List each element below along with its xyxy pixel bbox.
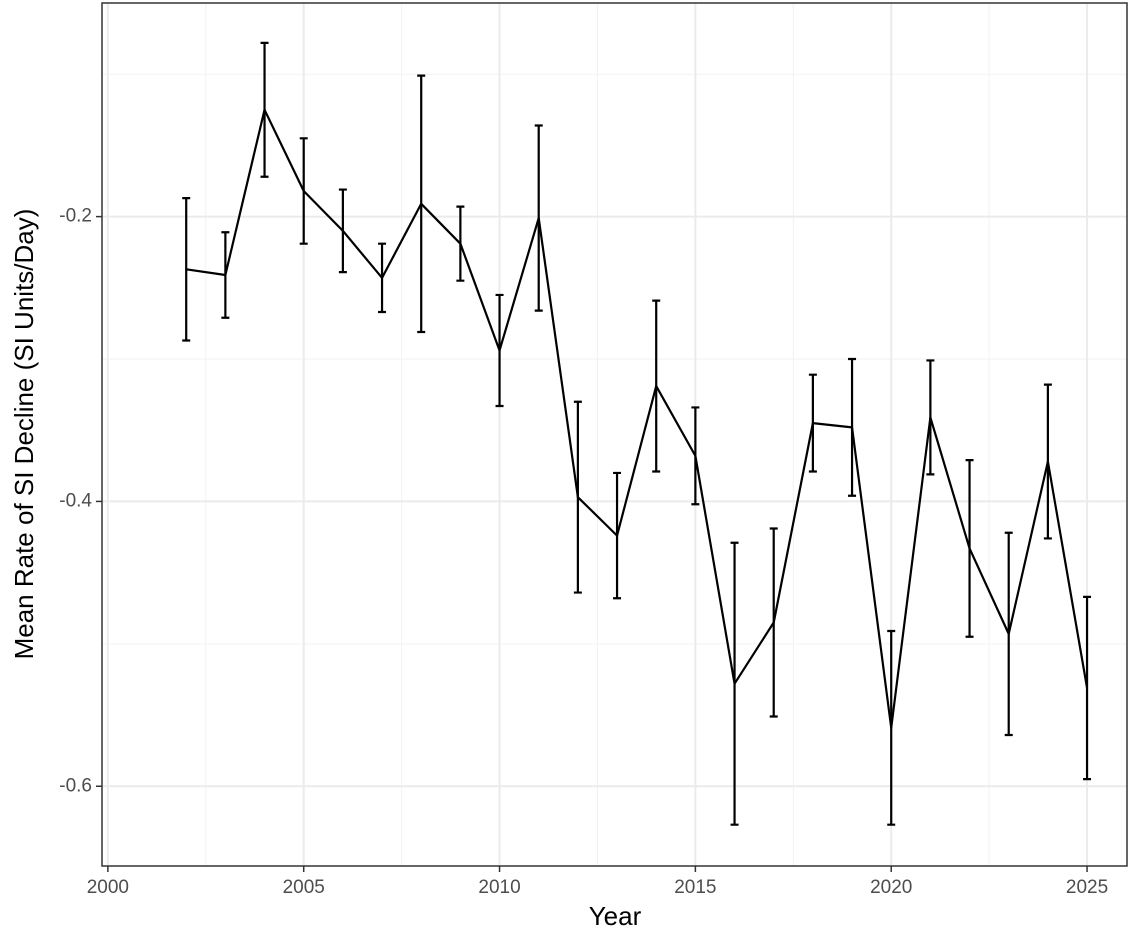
- y-tick-label: -0.4: [59, 490, 92, 511]
- x-tick-label: 2020: [870, 877, 912, 898]
- panel-border: [101, 2, 1128, 867]
- x-tick-label: 2005: [283, 877, 325, 898]
- x-tick-label: 2025: [1066, 877, 1108, 898]
- x-tick-label: 2000: [87, 877, 129, 898]
- y-axis-label: Mean Rate of SI Decline (SI Units/Day): [9, 209, 39, 660]
- x-axis-label: Year: [589, 901, 642, 931]
- error-bar: [1083, 595, 1092, 781]
- y-tick-label: -0.2: [59, 206, 92, 227]
- x-tick-label: 2010: [478, 877, 520, 898]
- data-line: [186, 108, 1089, 729]
- y-tick-label: -0.6: [59, 775, 92, 796]
- x-tick-label: 2015: [674, 877, 716, 898]
